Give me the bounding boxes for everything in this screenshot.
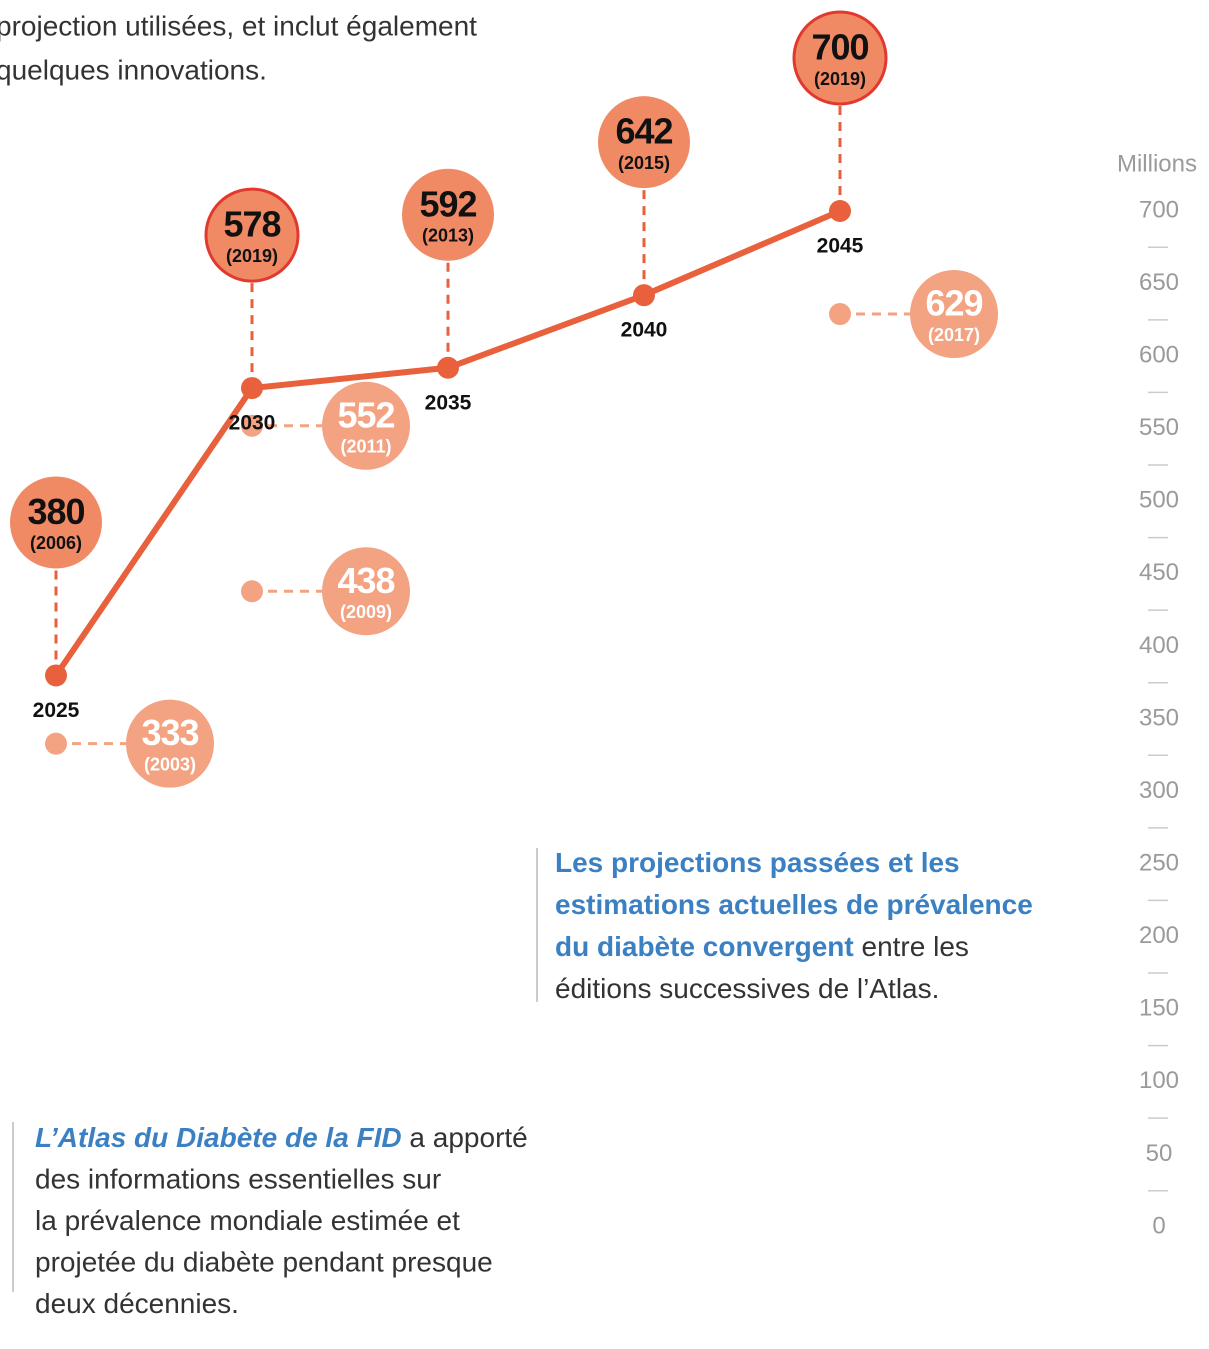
point — [241, 377, 263, 400]
value-label: 700 — [811, 27, 868, 68]
past-value-label: 629 — [925, 283, 982, 324]
text-span: entre les — [854, 931, 969, 962]
y-tick-label: 300 — [1139, 777, 1179, 804]
value-label: 380 — [27, 491, 84, 532]
text-span: éditions successives de l’Atlas. — [555, 973, 939, 1004]
note-line: la prévalence mondiale estimée et — [35, 1205, 460, 1236]
y-tick-label: 450 — [1139, 559, 1179, 586]
past-bubble — [322, 381, 410, 470]
y-tick-label: 550 — [1139, 414, 1179, 441]
callout-line: Les projections passées et les — [555, 847, 960, 878]
edition-label: (2013) — [422, 226, 474, 246]
value-bubble — [402, 168, 494, 261]
callout-line: du diabète convergent entre les — [555, 931, 969, 962]
past-point — [829, 303, 851, 326]
edition-label: (2015) — [618, 153, 670, 173]
text-span: deux décennies. — [35, 1288, 239, 1319]
value-label: 592 — [419, 183, 476, 224]
past-edition-label: (2003) — [144, 754, 196, 774]
y-tick-label: 150 — [1139, 995, 1179, 1022]
past-bubble — [126, 699, 214, 788]
callout-line: estimations actuelles de prévalence — [555, 889, 1033, 920]
note-line: projetée du diabète pendant presque — [35, 1247, 493, 1278]
text-span: projetée du diabète pendant presque — [35, 1247, 493, 1278]
value-bubble — [792, 10, 888, 106]
y-tick-label: 50 — [1146, 1140, 1173, 1167]
y-tick-label: 0 — [1152, 1212, 1165, 1239]
past-bubble — [910, 270, 998, 359]
text-span: la prévalence mondiale estimée et — [35, 1205, 460, 1236]
y-tick-label: 500 — [1139, 487, 1179, 514]
x-tick-label: 2045 — [817, 235, 864, 258]
point — [829, 200, 851, 222]
past-bubble — [322, 547, 410, 636]
y-tick-label: 100 — [1139, 1067, 1179, 1094]
text-span: L’Atlas du Diabète de la FID — [35, 1122, 402, 1153]
past-value-label: 552 — [337, 394, 394, 435]
text-span: du diabète convergent — [555, 931, 854, 962]
point — [45, 664, 67, 687]
y-tick-label: 650 — [1139, 269, 1179, 296]
value-label: 642 — [615, 111, 672, 152]
text-span: estimations actuelles de prévalence — [555, 889, 1033, 920]
y-tick-label: 400 — [1139, 632, 1179, 659]
y-axis-label: Millions — [1117, 150, 1197, 177]
past-value-label: 333 — [141, 712, 198, 753]
y-tick-label: 200 — [1139, 922, 1179, 949]
point — [437, 356, 459, 379]
y-tick-label: 600 — [1139, 341, 1179, 368]
x-tick-label: 2040 — [621, 319, 668, 342]
value-bubble — [204, 187, 300, 283]
y-tick-label: 250 — [1139, 849, 1179, 876]
past-point — [45, 732, 67, 755]
edition-label: (2019) — [226, 246, 278, 266]
value-label: 578 — [223, 204, 280, 245]
intro-text: quelques innovations. — [0, 54, 267, 85]
note-line: L’Atlas du Diabète de la FID a apporté — [35, 1122, 528, 1153]
past-edition-label: (2011) — [340, 437, 391, 457]
x-tick-label: 2030 — [229, 412, 276, 435]
y-tick-label: 700 — [1139, 196, 1179, 223]
past-point — [241, 580, 263, 603]
value-bubble — [598, 96, 690, 189]
intro-text: projection utilisées, et inclut égalemen… — [0, 10, 477, 41]
text-span: des informations essentielles sur — [35, 1164, 441, 1195]
past-point — [241, 414, 263, 437]
x-tick-label: 2025 — [33, 699, 80, 722]
callout-line: éditions successives de l’Atlas. — [555, 973, 939, 1004]
y-tick-label: 350 — [1139, 704, 1179, 731]
text-span: a apporté — [402, 1122, 528, 1153]
edition-label: (2019) — [814, 69, 866, 89]
note-line: deux décennies. — [35, 1288, 239, 1319]
point — [633, 284, 655, 307]
value-bubble — [10, 476, 102, 569]
text-span: Les projections passées et les — [555, 847, 960, 878]
edition-label: (2006) — [30, 533, 82, 553]
past-value-label: 438 — [337, 560, 394, 601]
past-edition-label: (2017) — [928, 325, 980, 345]
past-edition-label: (2009) — [340, 602, 392, 622]
x-tick-label: 2035 — [425, 391, 472, 414]
note-line: des informations essentielles sur — [35, 1164, 441, 1195]
